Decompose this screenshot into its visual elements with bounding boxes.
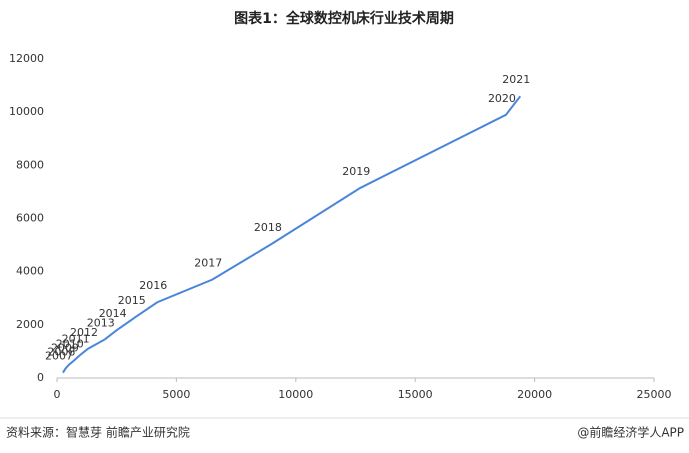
y-tick-label: 4000: [16, 265, 44, 278]
point-label: 2010: [56, 338, 84, 351]
point-label: 2020: [488, 92, 516, 105]
point-label: 2016: [139, 279, 167, 292]
point-label: 2017: [194, 257, 222, 270]
x-tick-label: 10000: [278, 388, 313, 401]
x-tick-label: 15000: [398, 388, 433, 401]
point-label: 2009: [51, 342, 79, 355]
point-label: 2019: [342, 165, 370, 178]
y-tick-label: 6000: [16, 212, 44, 225]
point-label: 2015: [118, 294, 146, 307]
point-label: 2012: [70, 326, 98, 339]
x-tick-label: 0: [54, 388, 61, 401]
point-label: 2008: [47, 346, 75, 359]
y-tick-label: 10000: [9, 105, 44, 118]
y-tick-label: 8000: [16, 158, 44, 171]
point-label: 2011: [62, 332, 90, 345]
x-tick-label: 20000: [517, 388, 552, 401]
point-label: 2021: [502, 73, 530, 86]
point-label: 2014: [99, 307, 127, 320]
y-tick-label: 2000: [16, 318, 44, 331]
line: [62, 95, 522, 374]
chart-title: 图表1：全球数控机床行业技术周期: [234, 10, 454, 27]
point-label: 2018: [254, 221, 282, 234]
point-label: 2007: [45, 350, 73, 363]
source: 资料来源：智慧芽 前瞻产业研究院: [6, 425, 190, 440]
y-tick-label: 12000: [9, 52, 44, 65]
y-tick-label: 0: [37, 371, 44, 384]
credit: @前瞻经济学人APP: [577, 425, 684, 440]
point-label: 2013: [87, 316, 115, 329]
x-tick-label: 5000: [162, 388, 190, 401]
x-tick-label: 25000: [637, 388, 672, 401]
